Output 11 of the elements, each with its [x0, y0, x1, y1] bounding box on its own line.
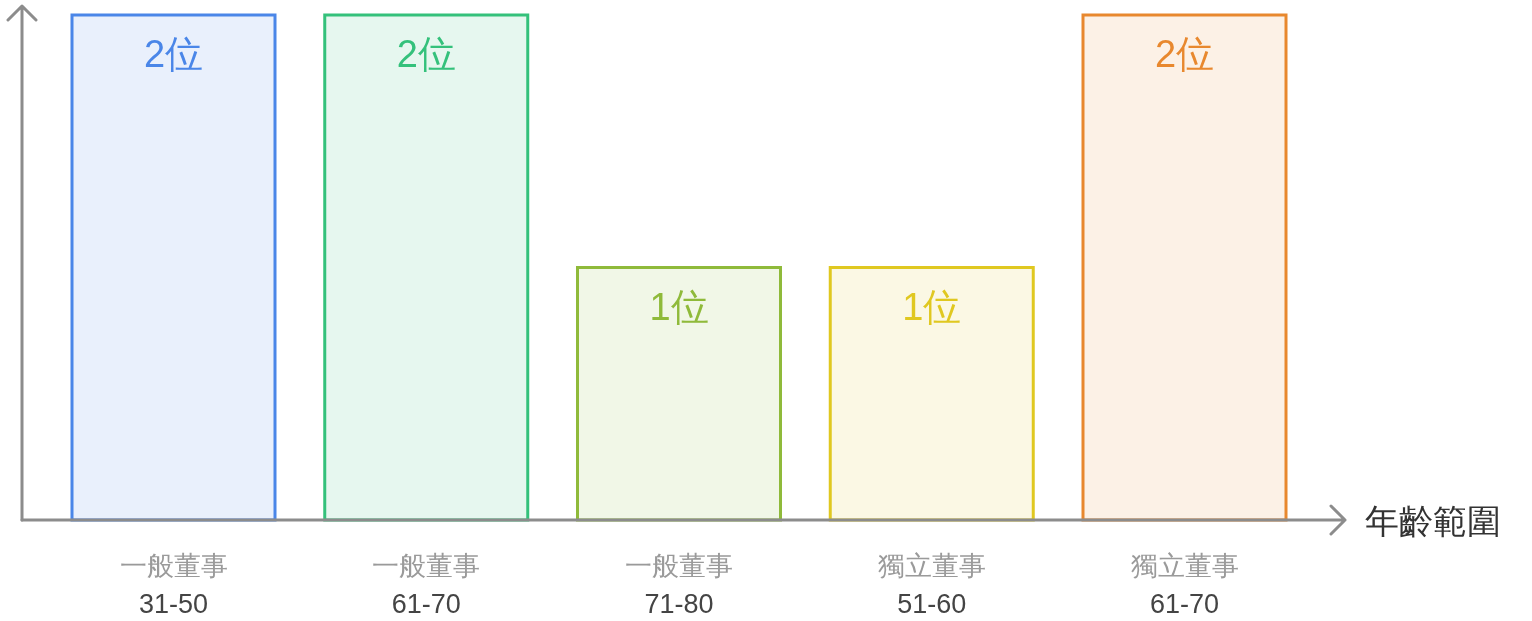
- x-axis-title: 年齡範圍: [1365, 502, 1501, 540]
- data-label: 1位: [649, 285, 709, 328]
- data-label: 2位: [1154, 33, 1215, 75]
- data-label: 1位: [902, 285, 962, 328]
- x-tick-label: 一般董事 31-50: [119, 551, 228, 619]
- x-tick-label: 一般董事 71-80: [625, 551, 733, 619]
- data-label: 2位: [396, 33, 456, 75]
- x-tick-label: 獨立董事 61-70: [1130, 551, 1239, 619]
- data-label: 2位: [143, 33, 204, 75]
- x-tick-label: 一般董事 61-70: [372, 551, 481, 619]
- x-tick-label: 獨立董事 51-60: [877, 551, 986, 619]
